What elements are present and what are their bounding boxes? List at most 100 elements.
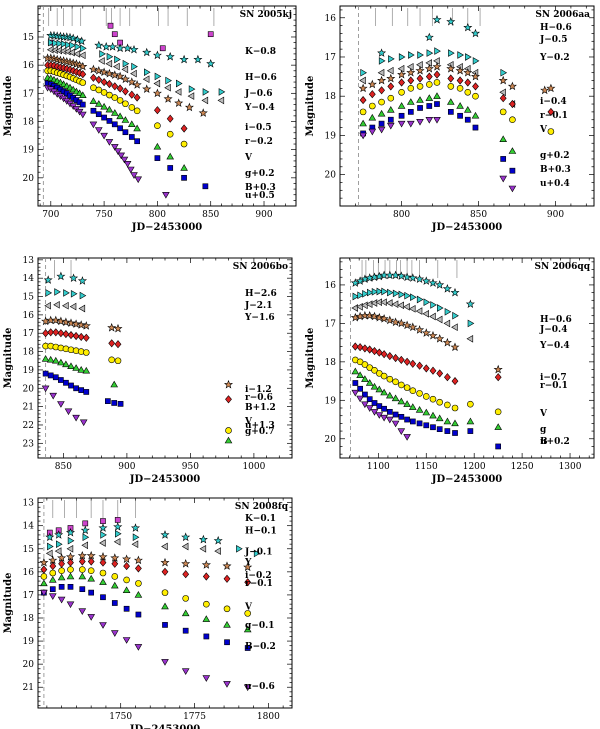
band-label-g: g−0.1 xyxy=(245,621,275,631)
data-point-J xyxy=(452,311,459,320)
data-point-g xyxy=(416,96,424,103)
data-point-J xyxy=(448,49,455,57)
data-point-J xyxy=(80,44,87,53)
data-point-Y xyxy=(406,62,414,71)
data-point-i xyxy=(77,550,87,560)
data-point-g xyxy=(99,578,107,585)
data-point-B xyxy=(67,583,74,590)
data-point-i xyxy=(507,81,517,91)
data-point-J xyxy=(404,291,411,300)
data-point-V xyxy=(49,569,57,577)
band-label-J: J−0.6 xyxy=(244,89,272,99)
data-point-J xyxy=(132,533,140,542)
data-point-H xyxy=(142,47,152,57)
data-point-J xyxy=(60,40,68,48)
data-point-J xyxy=(417,51,424,59)
data-point-V xyxy=(398,381,405,389)
band-label-r: r−0.1 xyxy=(245,579,273,589)
x-tick-label: 700 xyxy=(42,210,59,220)
data-point-B xyxy=(79,586,86,593)
band-label-i: i−0.4 xyxy=(540,97,567,107)
data-point-V xyxy=(225,427,232,434)
data-point-g xyxy=(422,408,431,416)
y-tick-label: 20 xyxy=(23,384,35,394)
data-point-Y xyxy=(73,50,81,58)
series-u xyxy=(41,385,88,427)
data-point-Y xyxy=(397,301,405,310)
data-point-g xyxy=(62,360,70,368)
data-point-B xyxy=(106,118,113,124)
data-point-u xyxy=(64,408,73,416)
band-label-K: K−0.1 xyxy=(245,514,276,524)
band-label-J: J−0.4 xyxy=(539,325,567,335)
data-point-J xyxy=(388,55,395,63)
data-point-g xyxy=(66,572,75,580)
data-point-g xyxy=(57,358,65,366)
data-point-J xyxy=(188,85,196,93)
data-point-u xyxy=(433,117,441,124)
data-point-g xyxy=(356,371,364,379)
data-point-r xyxy=(62,330,70,339)
band-label-i: i−1.2 xyxy=(245,385,272,395)
data-point-r xyxy=(464,78,472,87)
data-point-r xyxy=(409,359,417,368)
series-i xyxy=(358,62,556,95)
data-point-g xyxy=(46,355,55,363)
data-point-H xyxy=(450,287,460,297)
data-point-J xyxy=(352,292,360,301)
series-u xyxy=(359,117,517,193)
data-point-u xyxy=(79,419,88,427)
data-point-i xyxy=(198,108,208,117)
data-point-r xyxy=(57,329,65,338)
data-point-J xyxy=(253,549,261,558)
data-point-H xyxy=(463,22,473,32)
data-point-g xyxy=(51,356,60,364)
data-point-g xyxy=(180,164,188,171)
data-point-g xyxy=(116,112,124,120)
data-point-J xyxy=(376,287,384,296)
data-point-J xyxy=(408,51,415,59)
data-point-B xyxy=(117,125,123,132)
data-point-i xyxy=(133,555,143,565)
data-point-Y xyxy=(113,537,121,546)
data-point-B xyxy=(182,627,189,634)
data-point-V xyxy=(436,398,443,406)
data-point-Y xyxy=(98,57,105,65)
data-point-i xyxy=(435,334,445,343)
data-point-B xyxy=(387,116,394,123)
data-point-Y xyxy=(81,541,88,550)
data-point-i xyxy=(107,322,117,332)
data-point-i xyxy=(493,364,503,374)
data-point-B xyxy=(47,372,54,379)
data-point-V xyxy=(378,98,385,106)
data-point-J xyxy=(457,51,464,59)
data-point-K xyxy=(159,45,166,52)
data-point-u xyxy=(114,148,122,155)
y-tick-label: 19 xyxy=(23,366,35,376)
data-point-J xyxy=(144,68,151,77)
x-axis-title: JD−2453000 xyxy=(131,222,203,233)
series-Y xyxy=(46,45,225,105)
data-point-B xyxy=(467,428,474,434)
plot-frame xyxy=(339,5,595,207)
data-point-Y xyxy=(386,66,394,75)
data-point-B xyxy=(426,103,433,109)
data-point-H xyxy=(350,278,360,287)
series-H xyxy=(43,271,88,285)
data-point-g xyxy=(77,366,86,373)
data-point-g xyxy=(397,397,406,405)
data-point-J xyxy=(82,533,90,542)
data-point-V xyxy=(87,567,95,574)
x-tick-label: 900 xyxy=(118,462,135,472)
data-point-J xyxy=(56,39,64,48)
data-point-J xyxy=(74,42,82,51)
series-V xyxy=(42,342,232,434)
x-tick-label: 1750 xyxy=(109,712,132,722)
band-label-V: V xyxy=(539,409,548,419)
data-point-V xyxy=(128,104,136,111)
data-point-Y xyxy=(153,79,161,88)
data-point-i xyxy=(57,553,67,562)
data-point-g xyxy=(380,388,388,396)
data-point-i xyxy=(61,317,71,327)
data-point-r xyxy=(392,353,399,363)
